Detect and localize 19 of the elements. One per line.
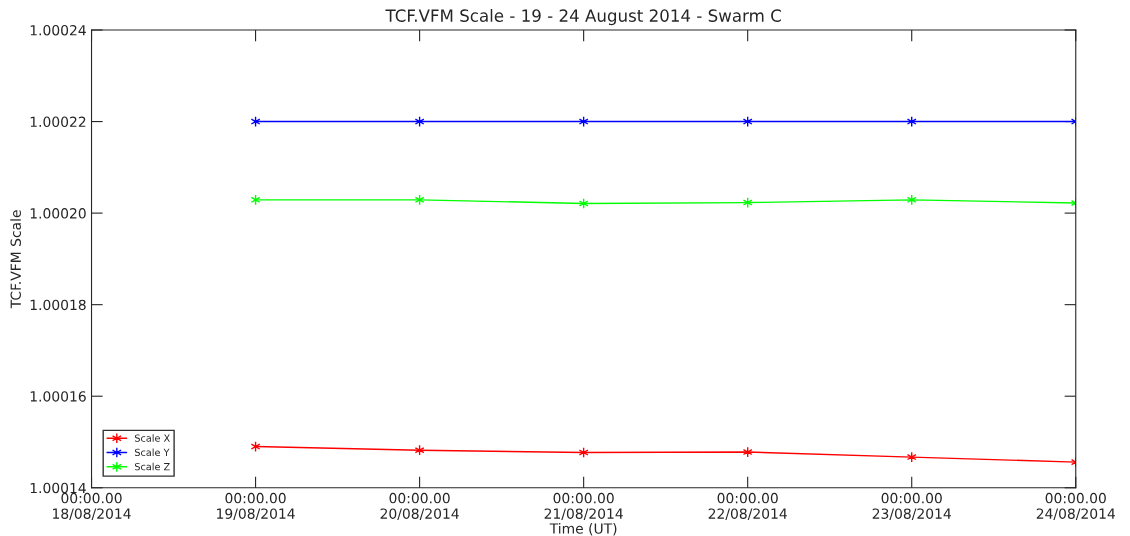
x-tick-label: 00:00.00 20/08/2014 [380,492,459,521]
y-tick-label: 1.00016 [30,391,86,402]
x-tick-label: 00:00.00 18/08/2014 [53,492,131,521]
x-tick-label: 00:00.00 23/08/2014 [872,492,951,521]
y-tick-label: 1.00022 [30,116,86,128]
x-tick-label: 00:00.00 21/08/2014 [544,492,623,521]
x-tick-label: 00:00.00 22/08/2014 [708,492,787,521]
y-tick-label: 1.00014 [30,482,86,494]
x-tick-label: 00:00.00 19/08/2014 [217,492,295,521]
legend-label: Scale X [134,434,170,442]
x-axis-title: Time (UT) [549,523,617,536]
chart-title: TCF.VFM Scale - 19 - 24 August 2014 - Swarm C [385,9,781,26]
y-tick-label: 1.00018 [30,299,86,311]
y-axis-title: TCF.VFM Scale [10,210,21,309]
y-tick-label: 1.00024 [30,24,86,36]
y-tick-label: 1.00020 [30,208,86,219]
legend-label: Scale Z [134,462,170,471]
legend-label: Scale Y [134,448,170,457]
x-tick-label: 00:00.00 24/08/2014 [1036,492,1116,521]
